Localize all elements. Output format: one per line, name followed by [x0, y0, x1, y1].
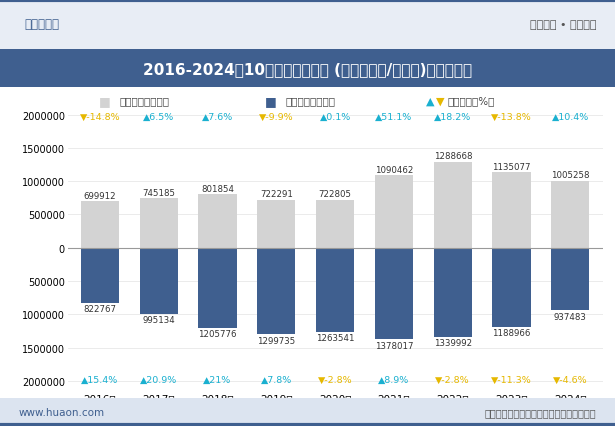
Bar [316, 248, 354, 332]
Text: ■: ■ [264, 95, 277, 108]
Text: ▼-2.8%: ▼-2.8% [318, 375, 352, 384]
Text: 进口额（万美元）: 进口额（万美元） [286, 96, 336, 106]
Text: 出口额（万美元）: 出口额（万美元） [120, 96, 170, 106]
Text: ▲18.2%: ▲18.2% [434, 113, 471, 122]
Text: ▲21%: ▲21% [204, 375, 232, 384]
Text: 1378017: 1378017 [375, 341, 413, 350]
Text: 1263541: 1263541 [316, 334, 354, 343]
Text: ▲6.5%: ▲6.5% [143, 113, 175, 122]
Text: 数据来源：中国海关；华经产业研究院整理: 数据来源：中国海关；华经产业研究院整理 [485, 407, 597, 417]
Text: ■: ■ [98, 95, 111, 108]
Text: ▲10.4%: ▲10.4% [552, 113, 589, 122]
Text: ▼: ▼ [435, 96, 444, 106]
Bar [316, 200, 354, 248]
Bar [140, 248, 178, 314]
Text: 华经情报网: 华经情报网 [25, 18, 60, 31]
Text: 1188966: 1188966 [493, 328, 531, 337]
Bar [81, 248, 119, 303]
Text: ▼-2.8%: ▼-2.8% [435, 375, 470, 384]
Text: ▼-4.6%: ▼-4.6% [553, 375, 588, 384]
Bar [551, 181, 589, 248]
Text: ▲20.9%: ▲20.9% [140, 375, 177, 384]
Bar [375, 248, 413, 340]
Text: ▲7.8%: ▲7.8% [261, 375, 292, 384]
Text: ▼-13.8%: ▼-13.8% [491, 113, 532, 122]
Bar [493, 173, 531, 248]
Bar [81, 201, 119, 248]
Text: ▲8.9%: ▲8.9% [378, 375, 410, 384]
Text: 722291: 722291 [260, 190, 293, 199]
Text: 699912: 699912 [84, 191, 116, 200]
Text: 1005258: 1005258 [551, 171, 590, 180]
Text: 937483: 937483 [554, 312, 587, 321]
Bar [257, 248, 295, 334]
Text: ▼-11.3%: ▼-11.3% [491, 375, 532, 384]
Text: 822767: 822767 [84, 304, 116, 313]
Text: ▼-14.8%: ▼-14.8% [80, 113, 121, 122]
Text: ▲0.1%: ▲0.1% [320, 113, 351, 122]
Bar [493, 248, 531, 327]
Text: 801854: 801854 [201, 184, 234, 193]
Text: 1205776: 1205776 [198, 330, 237, 339]
Text: ▲: ▲ [426, 96, 435, 106]
Text: 722805: 722805 [319, 190, 352, 199]
Text: 1090462: 1090462 [375, 165, 413, 174]
Text: ▼-9.9%: ▼-9.9% [259, 113, 294, 122]
Text: ▲15.4%: ▲15.4% [81, 375, 119, 384]
Bar [199, 248, 237, 328]
Text: 同比增长（%）: 同比增长（%） [448, 96, 495, 106]
Bar [434, 163, 472, 248]
Text: www.huaon.com: www.huaon.com [18, 407, 105, 417]
Text: ▲7.6%: ▲7.6% [202, 113, 233, 122]
Text: ▲51.1%: ▲51.1% [375, 113, 413, 122]
Bar [140, 199, 178, 248]
Bar [434, 248, 472, 337]
Text: 1299735: 1299735 [257, 336, 295, 345]
Text: 2016-2024年10月广州南沙新区 (境内目的地/货源地)进、出口额: 2016-2024年10月广州南沙新区 (境内目的地/货源地)进、出口额 [143, 61, 472, 77]
Text: 745185: 745185 [142, 188, 175, 197]
Text: 1288668: 1288668 [434, 152, 472, 161]
Bar [257, 200, 295, 248]
Text: 专业严谨 • 客观科学: 专业严谨 • 客观科学 [530, 20, 597, 30]
Text: 995134: 995134 [143, 316, 175, 325]
Bar [375, 176, 413, 248]
Text: 1339992: 1339992 [434, 339, 472, 348]
Bar [199, 195, 237, 248]
Bar [551, 248, 589, 311]
Text: 1135077: 1135077 [493, 162, 531, 171]
